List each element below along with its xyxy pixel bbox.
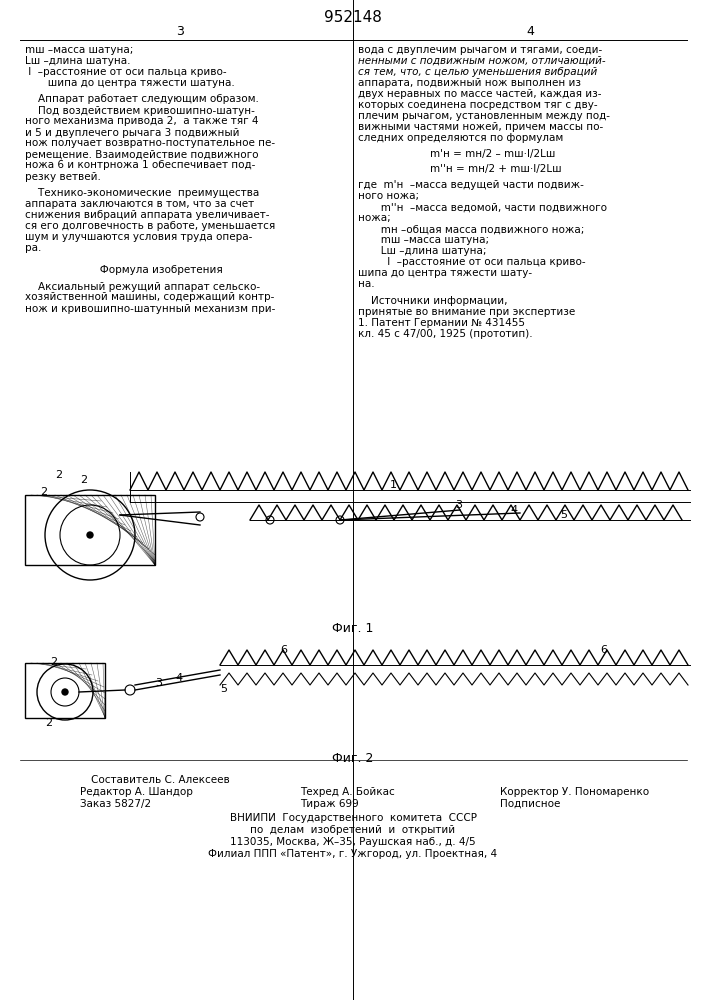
- Text: следних определяются по формулам: следних определяются по формулам: [358, 133, 563, 143]
- Text: Корректор У. Пономаренко: Корректор У. Пономаренко: [500, 787, 649, 797]
- Text: 3: 3: [155, 678, 162, 688]
- Text: 4: 4: [175, 673, 182, 683]
- Text: ненными с подвижным ножом, отличающий-: ненными с подвижным ножом, отличающий-: [358, 56, 606, 66]
- Text: Филиал ППП «Патент», г. Ужгород, ул. Проектная, 4: Филиал ППП «Патент», г. Ужгород, ул. Про…: [209, 849, 498, 859]
- Text: Тираж 699: Тираж 699: [300, 799, 358, 809]
- Text: 5: 5: [560, 510, 567, 520]
- Text: Составитель С. Алексеев: Составитель С. Алексеев: [90, 775, 229, 785]
- Text: ВНИИПИ  Государственного  комитета  СССР: ВНИИПИ Государственного комитета СССР: [230, 813, 477, 823]
- Text: Формула изобретения: Формула изобретения: [25, 265, 223, 275]
- Text: Источники информации,: Источники информации,: [358, 296, 508, 306]
- Text: шипа до центра тяжести шату-: шипа до центра тяжести шату-: [358, 268, 532, 278]
- Text: 2: 2: [40, 487, 47, 497]
- Text: хозяйственной машины, содержащий контр-: хозяйственной машины, содержащий контр-: [25, 292, 274, 302]
- Text: резку ветвей.: резку ветвей.: [25, 172, 101, 182]
- Text: ножа;: ножа;: [358, 213, 391, 223]
- Text: ся его долговечность в работе, уменьшается: ся его долговечность в работе, уменьшает…: [25, 221, 275, 231]
- Text: 3: 3: [176, 25, 184, 38]
- Text: Lш –длина шатуна.: Lш –длина шатуна.: [25, 56, 131, 66]
- Text: шипа до центра тяжести шатуна.: шипа до центра тяжести шатуна.: [25, 78, 235, 88]
- Text: шум и улучшаются условия труда опера-: шум и улучшаются условия труда опера-: [25, 232, 252, 242]
- Text: 2: 2: [50, 657, 57, 667]
- Text: на.: на.: [358, 279, 375, 289]
- Text: ремещение. Взаимодействие подвижного: ремещение. Взаимодействие подвижного: [25, 149, 259, 159]
- Text: 2: 2: [45, 718, 52, 728]
- Text: и 5 и двуплечего рычага 3 подвижный: и 5 и двуплечего рычага 3 подвижный: [25, 127, 240, 137]
- Text: 6: 6: [600, 645, 607, 655]
- Bar: [25, 663, 105, 718]
- Text: Техред А. Бойкас: Техред А. Бойкас: [300, 787, 395, 797]
- Text: снижения вибраций аппарата увеличивает-: снижения вибраций аппарата увеличивает-: [25, 210, 269, 220]
- Text: 5: 5: [220, 684, 227, 694]
- Text: 1. Патент Германии № 431455: 1. Патент Германии № 431455: [358, 318, 525, 328]
- Text: 113035, Москва, Ж–35, Раушская наб., д. 4/5: 113035, Москва, Ж–35, Раушская наб., д. …: [230, 837, 476, 847]
- Text: 4: 4: [510, 505, 517, 515]
- Text: 952148: 952148: [324, 10, 382, 25]
- Text: Аксиальный режущий аппарат сельско-: Аксиальный режущий аппарат сельско-: [25, 282, 260, 292]
- Text: m'н = mн/2 – mш·l/2Lш: m'н = mн/2 – mш·l/2Lш: [430, 149, 556, 159]
- Text: l  –расстояние от оси пальца криво-: l –расстояние от оси пальца криво-: [358, 257, 585, 267]
- Circle shape: [62, 689, 68, 695]
- Text: 1: 1: [390, 480, 397, 490]
- Text: Фиг. 2: Фиг. 2: [332, 752, 374, 765]
- Text: mш –масса шатуна;: mш –масса шатуна;: [25, 45, 134, 55]
- Text: Подписное: Подписное: [500, 799, 561, 809]
- Text: 2: 2: [80, 475, 87, 485]
- Text: l  –расстояние от оси пальца криво-: l –расстояние от оси пальца криво-: [25, 67, 227, 77]
- Text: ра.: ра.: [25, 243, 42, 253]
- Text: Lш –длина шатуна;: Lш –длина шатуна;: [358, 246, 486, 256]
- Text: кл. 45 с 47/00, 1925 (прототип).: кл. 45 с 47/00, 1925 (прототип).: [358, 329, 532, 339]
- Text: двух неравных по массе частей, каждая из-: двух неравных по массе частей, каждая из…: [358, 89, 602, 99]
- Text: ножа 6 и контрножа 1 обеспечивает под-: ножа 6 и контрножа 1 обеспечивает под-: [25, 160, 255, 170]
- Text: ного ножа;: ного ножа;: [358, 191, 419, 201]
- Text: 6: 6: [280, 645, 287, 655]
- Text: аппарата, подвижный нож выполнен из: аппарата, подвижный нож выполнен из: [358, 78, 581, 88]
- Text: mш –масса шатуна;: mш –масса шатуна;: [358, 235, 489, 245]
- Text: Фиг. 1: Фиг. 1: [332, 622, 374, 635]
- Text: аппарата заключаются в том, что за счет: аппарата заключаются в том, что за счет: [25, 199, 254, 209]
- Text: принятые во внимание при экспертизе: принятые во внимание при экспертизе: [358, 307, 575, 317]
- Text: вода с двуплечим рычагом и тягами, соеди-: вода с двуплечим рычагом и тягами, соеди…: [358, 45, 602, 55]
- Text: 4: 4: [526, 25, 534, 38]
- Text: Технико-экономические  преимущества: Технико-экономические преимущества: [25, 188, 259, 198]
- Text: Аппарат работает следующим образом.: Аппарат работает следующим образом.: [25, 95, 259, 104]
- Text: вижными частями ножей, причем массы по-: вижными частями ножей, причем массы по-: [358, 122, 603, 132]
- Text: m''н  –масса ведомой, части подвижного: m''н –масса ведомой, части подвижного: [358, 202, 607, 212]
- Text: ного механизма привода 2,  а также тяг 4: ного механизма привода 2, а также тяг 4: [25, 116, 259, 126]
- Text: которых соединена посредством тяг с дву-: которых соединена посредством тяг с дву-: [358, 100, 597, 110]
- Text: Заказ 5827/2: Заказ 5827/2: [80, 799, 151, 809]
- Text: 3: 3: [455, 500, 462, 510]
- Bar: [25, 495, 155, 565]
- Text: по  делам  изобретений  и  открытий: по делам изобретений и открытий: [250, 825, 455, 835]
- Text: нож получает возвратно-поступательное пе-: нож получает возвратно-поступательное пе…: [25, 138, 275, 148]
- Text: где  m'н  –масса ведущей части подвиж-: где m'н –масса ведущей части подвиж-: [358, 180, 584, 190]
- Text: Редактор А. Шандор: Редактор А. Шандор: [80, 787, 193, 797]
- Text: 2: 2: [55, 470, 62, 480]
- Circle shape: [87, 532, 93, 538]
- Text: плечим рычагом, установленным между под-: плечим рычагом, установленным между под-: [358, 111, 610, 121]
- Text: Под воздействием кривошипно-шатун-: Под воздействием кривошипно-шатун-: [25, 105, 255, 115]
- Text: mн –общая масса подвижного ножа;: mн –общая масса подвижного ножа;: [358, 224, 585, 234]
- Text: m''н = mн/2 + mш·l/2Lш: m''н = mн/2 + mш·l/2Lш: [430, 164, 561, 174]
- Text: нож и кривошипно-шатунный механизм при-: нож и кривошипно-шатунный механизм при-: [25, 304, 275, 314]
- Text: ся тем, что, с целью уменьшения вибраций: ся тем, что, с целью уменьшения вибраций: [358, 67, 597, 77]
